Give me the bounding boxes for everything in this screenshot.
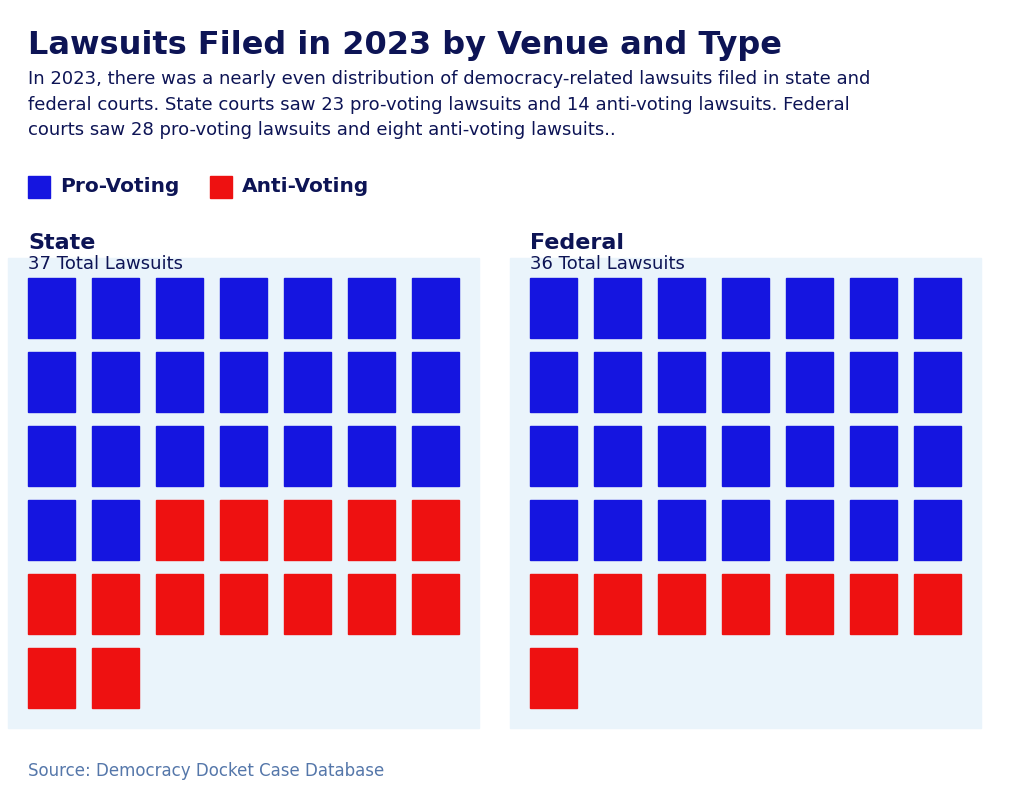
Bar [722, 426, 769, 486]
Bar [220, 574, 267, 634]
Bar [412, 352, 459, 412]
Bar [850, 574, 897, 634]
Text: In 2023, there was a nearly even distribution of democracy-related lawsuits file: In 2023, there was a nearly even distrib… [28, 70, 870, 140]
Bar [156, 500, 203, 560]
Bar [348, 426, 395, 486]
Text: Source: Democracy Docket Case Database: Source: Democracy Docket Case Database [28, 762, 384, 780]
Bar [28, 176, 50, 198]
Bar [156, 352, 203, 412]
Bar [594, 426, 641, 486]
Bar [92, 426, 139, 486]
Bar [156, 574, 203, 634]
Bar [594, 352, 641, 412]
Bar [914, 500, 961, 560]
Bar [284, 278, 331, 338]
Text: Anti-Voting: Anti-Voting [242, 177, 370, 196]
Bar [220, 500, 267, 560]
Bar [786, 574, 833, 634]
Bar [28, 574, 75, 634]
Bar [658, 426, 705, 486]
Bar [786, 352, 833, 412]
Bar [850, 352, 897, 412]
Bar [722, 352, 769, 412]
Bar [658, 574, 705, 634]
Bar [220, 426, 267, 486]
Bar [722, 574, 769, 634]
Bar [28, 352, 75, 412]
Bar [658, 278, 705, 338]
Bar [284, 500, 331, 560]
Text: Federal: Federal [530, 233, 624, 253]
Bar [92, 574, 139, 634]
Bar [658, 500, 705, 560]
Bar [914, 278, 961, 338]
Bar [786, 426, 833, 486]
Bar [722, 278, 769, 338]
Bar [594, 500, 641, 560]
Bar [284, 574, 331, 634]
Bar [348, 574, 395, 634]
Text: State: State [28, 233, 95, 253]
Bar [722, 500, 769, 560]
Bar [284, 352, 331, 412]
Bar [28, 278, 75, 338]
Bar [530, 648, 577, 708]
Bar [220, 278, 267, 338]
Bar [594, 574, 641, 634]
Bar [594, 278, 641, 338]
Bar [530, 500, 577, 560]
Bar [530, 574, 577, 634]
Bar [348, 278, 395, 338]
Bar [8, 258, 479, 728]
Bar [92, 278, 139, 338]
Bar [28, 500, 75, 560]
Bar [850, 500, 897, 560]
Bar [412, 278, 459, 338]
Bar [412, 574, 459, 634]
Bar [530, 352, 577, 412]
Bar [510, 258, 981, 728]
Text: Pro-Voting: Pro-Voting [60, 177, 179, 196]
Bar [92, 648, 139, 708]
Bar [850, 278, 897, 338]
Bar [92, 500, 139, 560]
Bar [210, 176, 232, 198]
Bar [914, 426, 961, 486]
Bar [156, 278, 203, 338]
Bar [28, 426, 75, 486]
Bar [850, 426, 897, 486]
Bar [220, 352, 267, 412]
Bar [412, 426, 459, 486]
Bar [530, 426, 577, 486]
Bar [92, 352, 139, 412]
Text: 36 Total Lawsuits: 36 Total Lawsuits [530, 255, 685, 273]
Text: Lawsuits Filed in 2023 by Venue and Type: Lawsuits Filed in 2023 by Venue and Type [28, 30, 782, 61]
Bar [412, 500, 459, 560]
Bar [156, 426, 203, 486]
Bar [914, 574, 961, 634]
Bar [530, 278, 577, 338]
Bar [284, 426, 331, 486]
Bar [914, 352, 961, 412]
Bar [786, 278, 833, 338]
Bar [786, 500, 833, 560]
Bar [348, 352, 395, 412]
Bar [28, 648, 75, 708]
Bar [348, 500, 395, 560]
Bar [658, 352, 705, 412]
Text: 37 Total Lawsuits: 37 Total Lawsuits [28, 255, 183, 273]
